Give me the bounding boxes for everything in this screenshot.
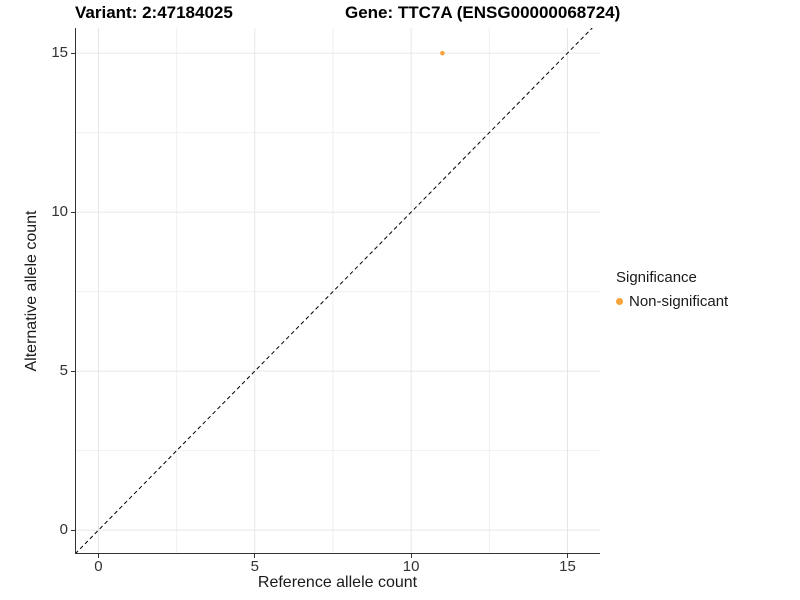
x-tick-label: 10: [402, 558, 420, 575]
y-tick-label: 5: [59, 362, 68, 380]
y-tick-mark: [71, 52, 75, 54]
x-tick-mark: [254, 554, 256, 558]
y-tick-mark: [71, 370, 75, 372]
x-axis-title: Reference allele count: [257, 574, 418, 591]
gene-title: Gene: TTC7A (ENSG00000068724): [345, 3, 621, 22]
y-axis-title: Alternative allele count: [23, 210, 40, 372]
legend-title: Significance: [616, 269, 697, 286]
plot-panel: [75, 28, 600, 554]
variant-title: Variant: 2:47184025: [75, 3, 233, 22]
legend-items: Non-significant: [616, 293, 728, 310]
identity-dashed-line: [75, 28, 593, 554]
y-tick-mark: [71, 529, 75, 531]
plot-canvas: [75, 28, 600, 554]
legend: Significance Non-significant: [616, 269, 728, 310]
legend-item: Non-significant: [616, 293, 728, 310]
data-point: [440, 50, 445, 56]
legend-circle-icon: [616, 298, 623, 305]
x-tick-mark: [97, 554, 99, 558]
x-tick-label: 5: [250, 558, 259, 575]
y-tick-label: 0: [59, 521, 68, 539]
x-tick-label: 15: [559, 558, 576, 575]
x-tick-mark: [410, 554, 412, 558]
legend-item-label: Non-significant: [629, 293, 729, 310]
y-tick-label: 10: [51, 203, 68, 221]
y-tick-label: 15: [51, 44, 68, 62]
x-tick-mark: [566, 554, 568, 558]
y-tick-mark: [71, 211, 75, 213]
x-tick-label: 0: [94, 558, 103, 575]
